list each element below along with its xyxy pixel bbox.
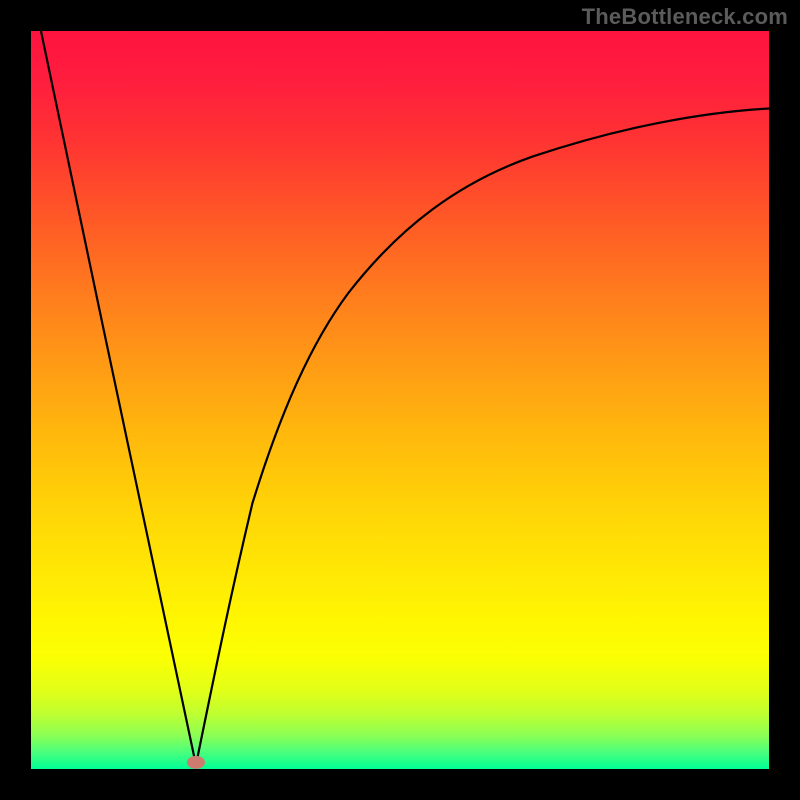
plot-background <box>31 31 769 769</box>
watermark-text: TheBottleneck.com <box>582 4 788 30</box>
chart-svg <box>0 0 800 800</box>
chart-stage: TheBottleneck.com <box>0 0 800 800</box>
optimum-marker <box>187 756 205 769</box>
